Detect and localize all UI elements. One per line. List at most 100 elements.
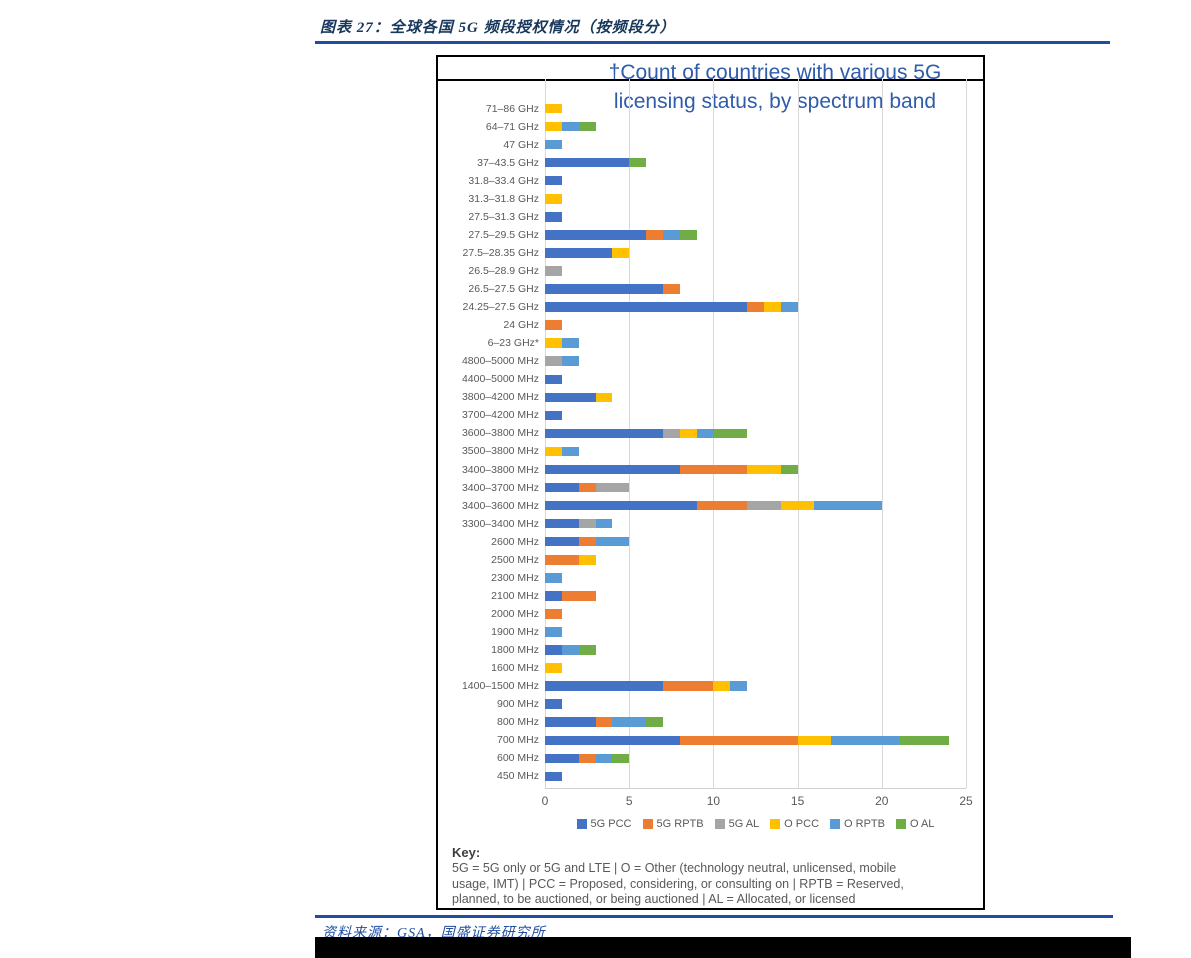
gridline-x-20 xyxy=(881,79,883,788)
y-axis-label: 2300 MHz xyxy=(491,571,539,584)
legend-swatch-icon xyxy=(770,819,781,829)
y-axis-label: 24 GHz xyxy=(503,319,539,332)
bar-segment-o-pcc xyxy=(713,681,731,691)
bar-segment-o-rptb xyxy=(831,735,899,745)
bottom-black-bar xyxy=(315,937,1131,958)
bar-segment-5g-rptb xyxy=(595,717,613,727)
chart-title: †Count of countries with various 5G lice… xyxy=(568,58,982,116)
y-axis-label: 26.5–28.9 GHz xyxy=(468,264,539,277)
bar-segment-5g-rptb xyxy=(578,536,596,547)
bar-segment-5g-rptb xyxy=(679,735,798,745)
bar-segment-o-al xyxy=(578,121,596,132)
bar-segment-5g-rptb xyxy=(696,500,748,511)
bar-segment-o-rptb xyxy=(561,645,579,655)
bar-segment-5g-pcc xyxy=(545,157,630,168)
y-axis-label: 47 GHz xyxy=(503,138,539,151)
bar-segment-5g-al xyxy=(578,518,596,529)
bar-segment-o-rptb xyxy=(780,302,798,312)
bar-segment-o-pcc xyxy=(679,428,697,439)
bar-segment-o-rptb xyxy=(730,681,748,691)
bar-segment-o-rptb xyxy=(561,356,579,366)
bar-segment-5g-pcc xyxy=(545,753,579,764)
x-tick-label: 0 xyxy=(541,794,549,808)
y-axis-label: 64–71 GHz xyxy=(485,120,539,133)
y-axis-label: 3400–3800 MHz xyxy=(461,463,539,476)
chart-title-line1: †Count of countries with various 5G xyxy=(608,61,942,84)
bar-segment-5g-rptb xyxy=(747,302,764,312)
report-title: 图表 27：全球各国 5G 频段授权情况（按频段分） xyxy=(320,20,676,36)
bar-segment-5g-pcc xyxy=(545,699,562,709)
legend-item-o-pcc: O PCC xyxy=(770,818,819,830)
chart-legend: 5G PCC 5G RPTB 5G AL O PCC O RPTB O AL xyxy=(545,818,966,830)
y-axis-label: 3700–4200 MHz xyxy=(461,409,539,422)
bar-segment-o-rptb xyxy=(595,753,613,764)
y-axis-label: 27.5–31.3 GHz xyxy=(468,210,539,223)
bar-segment-o-pcc xyxy=(545,103,562,114)
y-axis-label: 71–86 GHz xyxy=(485,102,539,115)
bar-segment-o-pcc xyxy=(545,446,562,457)
bar-segment-5g-rptb xyxy=(662,681,714,691)
y-axis-label: 1900 MHz xyxy=(491,625,539,638)
bar-segment-5g-pcc xyxy=(545,248,613,258)
legend-label: O AL xyxy=(909,818,935,830)
title-underline xyxy=(315,41,1110,44)
y-axis-label: 27.5–28.35 GHz xyxy=(462,246,539,259)
y-axis-label: 700 MHz xyxy=(496,734,539,747)
x-tick-label: 20 xyxy=(875,794,889,808)
chart-key: Key: 5G = 5G only or 5G and LTE | O = Ot… xyxy=(452,845,972,908)
bar-segment-o-al xyxy=(629,157,647,168)
y-axis-label: 2500 MHz xyxy=(491,553,539,566)
legend-swatch-icon xyxy=(576,819,587,829)
bar-segment-5g-pcc xyxy=(545,500,697,511)
bar-segment-5g-pcc xyxy=(545,518,579,529)
bar-segment-o-rptb xyxy=(561,121,579,132)
y-axis-label: 600 MHz xyxy=(496,752,539,765)
gridline-x-25 xyxy=(966,79,967,788)
y-axis-label: 3400–3600 MHz xyxy=(461,499,539,512)
bar-segment-5g-pcc xyxy=(545,374,562,384)
gridline-x-15 xyxy=(797,79,799,788)
key-line-2: usage, IMT) | PCC = Proposed, considerin… xyxy=(452,876,904,891)
y-axis-label: 26.5–27.5 GHz xyxy=(468,283,539,295)
legend-swatch-icon xyxy=(642,819,653,829)
y-axis-label: 37–43.5 GHz xyxy=(477,156,539,169)
x-tick-label: 5 xyxy=(625,794,633,808)
legend-label: 5G AL xyxy=(728,818,760,830)
bar-segment-o-rptb xyxy=(612,717,647,727)
bar-segment-o-pcc xyxy=(578,555,596,565)
bar-segment-o-rptb xyxy=(545,573,562,583)
y-axis-label: 31.3–31.8 GHz xyxy=(468,192,539,205)
y-axis-label: 800 MHz xyxy=(496,716,539,729)
bar-segment-o-pcc xyxy=(595,392,613,403)
key-line-1: 5G = 5G only or 5G and LTE | O = Other (… xyxy=(452,861,897,875)
bar-segment-5g-pcc xyxy=(545,717,596,727)
bar-segment-o-rptb xyxy=(561,446,579,457)
bar-segment-o-rptb xyxy=(545,139,562,150)
bar-segment-o-pcc xyxy=(545,194,562,204)
y-axis-label: 24.25–27.5 GHz xyxy=(462,301,539,314)
bar-segment-5g-pcc xyxy=(545,464,680,475)
bar-segment-o-al xyxy=(612,753,630,764)
bar-segment-5g-al xyxy=(662,428,680,439)
bar-segment-o-al xyxy=(780,464,798,475)
bar-segment-o-pcc xyxy=(780,500,815,511)
bar-segment-5g-pcc xyxy=(545,302,748,312)
bar-segment-o-pcc xyxy=(612,248,630,258)
bar-segment-o-rptb xyxy=(814,500,882,511)
bar-segment-o-rptb xyxy=(595,536,630,547)
footer-rule xyxy=(315,915,1113,918)
bar-segment-5g-al xyxy=(595,482,630,493)
bar-segment-o-rptb xyxy=(545,627,562,637)
legend-item-5g-pcc: 5G PCC xyxy=(576,818,632,830)
bar-segment-5g-rptb xyxy=(646,230,663,240)
bar-segment-5g-pcc xyxy=(545,175,562,186)
bar-segment-o-rptb xyxy=(662,230,680,240)
y-axis-label: 31.8–33.4 GHz xyxy=(468,174,539,187)
y-axis-label: 6–23 GHz* xyxy=(487,337,539,350)
bar-segment-5g-rptb xyxy=(545,320,562,330)
bar-segment-5g-pcc xyxy=(545,591,562,601)
legend-item-5g-al: 5G AL xyxy=(714,818,760,830)
legend-label: O PCC xyxy=(784,818,820,830)
y-axis-label: 3400–3700 MHz xyxy=(461,481,539,494)
chart-panel: †Count of countries with various 5G lice… xyxy=(436,55,985,910)
